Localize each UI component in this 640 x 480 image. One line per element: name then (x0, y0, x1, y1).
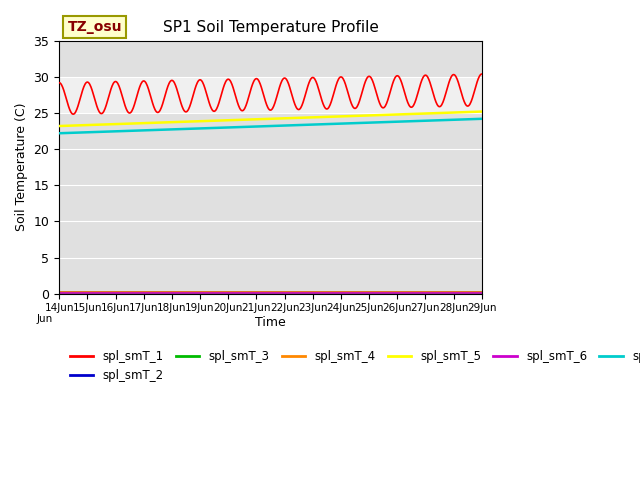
X-axis label: Time: Time (255, 316, 286, 329)
Bar (59, 77, 482, 113)
Title: SP1 Soil Temperature Profile: SP1 Soil Temperature Profile (163, 21, 378, 36)
Text: Jun: Jun (37, 314, 53, 324)
Text: TZ_osu: TZ_osu (68, 20, 122, 34)
Legend: spl_smT_1, spl_smT_2, spl_smT_3, spl_smT_4, spl_smT_5, spl_smT_6, spl_smT_7: spl_smT_1, spl_smT_2, spl_smT_3, spl_smT… (65, 345, 640, 386)
Y-axis label: Soil Temperature (C): Soil Temperature (C) (15, 103, 28, 231)
